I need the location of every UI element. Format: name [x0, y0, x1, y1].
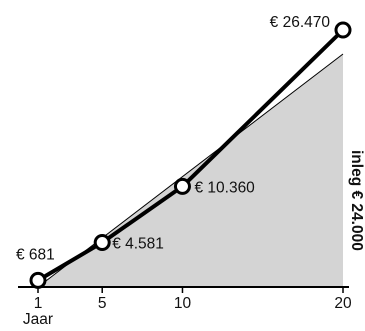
data-label: € 4.581: [112, 236, 164, 253]
data-label-layer: € 681 € 4.581 € 10.360 € 26.470: [16, 14, 330, 263]
data-label: € 681: [16, 246, 55, 263]
data-point: [334, 21, 352, 39]
data-label: € 26.470: [270, 14, 331, 31]
x-axis: 1 5 10 20: [18, 286, 352, 312]
data-point: [29, 271, 47, 289]
x-tick-label: 10: [174, 295, 192, 312]
data-point-layer: [29, 21, 352, 289]
series-line-layer: [36, 28, 345, 283]
series-line: [36, 28, 345, 283]
x-tick-label: 5: [98, 295, 107, 312]
x-tick-label: 20: [334, 295, 352, 312]
data-point: [173, 177, 191, 195]
deposit-label: inleg € 24.000: [348, 150, 365, 251]
data-label: € 10.360: [194, 179, 255, 196]
x-tick-label: 1: [34, 295, 43, 312]
data-point: [93, 234, 111, 252]
x-axis-title: Jaar: [23, 311, 53, 328]
